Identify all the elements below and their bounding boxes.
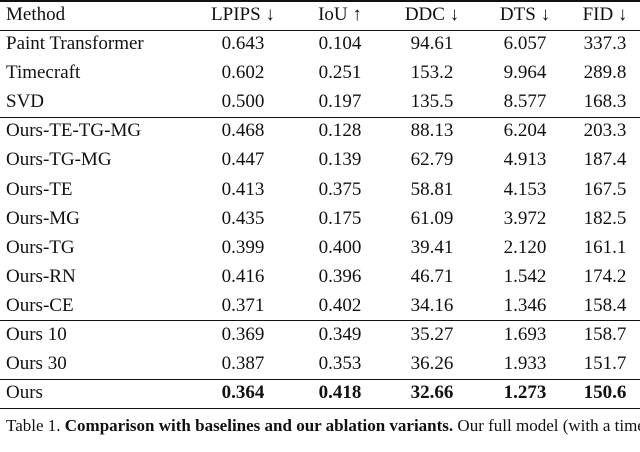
header-cell: LPIPS ↓ (211, 4, 275, 25)
rule (0, 29, 640, 31)
rule (0, 116, 640, 118)
value-cell: 0.353 (318, 353, 362, 375)
rule (0, 407, 640, 410)
method-cell: Ours 30 (6, 353, 67, 375)
value-cell: 0.468 (221, 120, 265, 142)
rule (0, 378, 640, 380)
rule (0, 0, 640, 2)
value-cell: 0.251 (318, 62, 362, 84)
value-cell: 0.197 (318, 91, 362, 113)
value-cell: 0.418 (318, 382, 362, 404)
value-cell: 158.4 (583, 294, 627, 316)
value-cell: 61.09 (410, 207, 454, 229)
method-cell: Ours 10 (6, 324, 67, 345)
value-cell: 0.400 (318, 236, 362, 258)
value-cell: 4.913 (503, 149, 547, 171)
value-cell: 0.602 (221, 62, 265, 84)
rule (0, 320, 640, 322)
value-cell: 32.66 (410, 382, 454, 404)
value-cell: 158.7 (583, 324, 627, 345)
value-cell: 1.933 (503, 353, 547, 375)
value-cell: 182.5 (583, 207, 627, 229)
value-cell: 337.3 (583, 33, 627, 54)
value-cell: 1.693 (503, 324, 547, 345)
value-cell: 62.79 (410, 149, 454, 171)
value-cell: 1.346 (503, 294, 547, 316)
value-cell: 0.500 (221, 91, 265, 113)
value-cell: 0.364 (221, 382, 265, 404)
method-cell: Ours-RN (6, 265, 76, 287)
value-cell: 0.369 (221, 324, 265, 345)
method-cell: Ours (6, 382, 43, 404)
method-cell: Ours-CE (6, 294, 74, 316)
method-cell: Timecraft (6, 62, 81, 84)
value-cell: 161.1 (583, 236, 627, 258)
value-cell: 0.128 (318, 120, 362, 142)
value-cell: 3.972 (503, 207, 547, 229)
value-cell: 0.413 (221, 178, 265, 200)
value-cell: 36.26 (410, 353, 454, 375)
value-cell: 0.349 (318, 324, 362, 345)
value-cell: 8.577 (503, 91, 547, 113)
value-cell: 153.2 (410, 62, 454, 84)
header-cell: Method (6, 4, 66, 25)
value-cell: 0.402 (318, 294, 362, 316)
value-cell: 150.6 (583, 382, 627, 404)
value-cell: 0.399 (221, 236, 265, 258)
value-cell: 1.542 (503, 265, 547, 287)
value-cell: 0.396 (318, 265, 362, 287)
value-cell: 0.104 (318, 33, 362, 54)
value-cell: 6.057 (503, 33, 547, 54)
value-cell: 167.5 (583, 178, 627, 200)
value-cell: 135.5 (410, 91, 454, 113)
value-cell: 151.7 (583, 353, 627, 375)
method-cell: Paint Transformer (6, 33, 144, 54)
method-cell: Ours-TE (6, 178, 73, 200)
value-cell: 0.371 (221, 294, 265, 316)
value-cell: 9.964 (503, 62, 547, 84)
value-cell: 39.41 (410, 236, 454, 258)
value-cell: 0.175 (318, 207, 362, 229)
method-cell: SVD (6, 91, 45, 113)
header-cell: FID ↓ (582, 4, 628, 25)
value-cell: 0.643 (221, 33, 265, 54)
value-cell: 0.375 (318, 178, 362, 200)
header-cell: IoU ↑ (318, 4, 362, 25)
value-cell: 94.61 (410, 33, 454, 54)
value-cell: 203.3 (583, 120, 627, 142)
value-cell: 174.2 (583, 265, 627, 287)
method-cell: Ours-TE-TG-MG (6, 120, 142, 142)
value-cell: 289.8 (583, 62, 627, 84)
value-cell: 4.153 (503, 178, 547, 200)
method-cell: Ours-TG-MG (6, 149, 112, 171)
value-cell: 0.139 (318, 149, 362, 171)
caption-label: Table 1. (6, 416, 61, 435)
value-cell: 6.204 (503, 120, 547, 142)
value-cell: 168.3 (583, 91, 627, 113)
value-cell: 46.71 (410, 265, 454, 287)
value-cell: 0.416 (221, 265, 265, 287)
value-cell: 34.16 (410, 294, 454, 316)
caption-title: Comparison with baselines and our ablati… (64, 416, 454, 435)
caption: Table 1. Comparison with baselines and o… (6, 414, 640, 438)
value-cell: 35.27 (410, 324, 454, 345)
method-cell: Ours-TG (6, 236, 75, 258)
header-cell: DTS ↓ (499, 4, 551, 25)
value-cell: 1.273 (503, 382, 547, 404)
value-cell: 0.447 (221, 149, 265, 171)
method-cell: Ours-MG (6, 207, 80, 229)
value-cell: 88.13 (410, 120, 454, 142)
header-cell: DDC ↓ (404, 4, 460, 25)
caption-text: Our full model (with a time interval of … (457, 416, 640, 435)
value-cell: 187.4 (583, 149, 627, 171)
value-cell: 58.81 (410, 178, 454, 200)
value-cell: 2.120 (503, 236, 547, 258)
value-cell: 0.387 (221, 353, 265, 375)
value-cell: 0.435 (221, 207, 265, 229)
